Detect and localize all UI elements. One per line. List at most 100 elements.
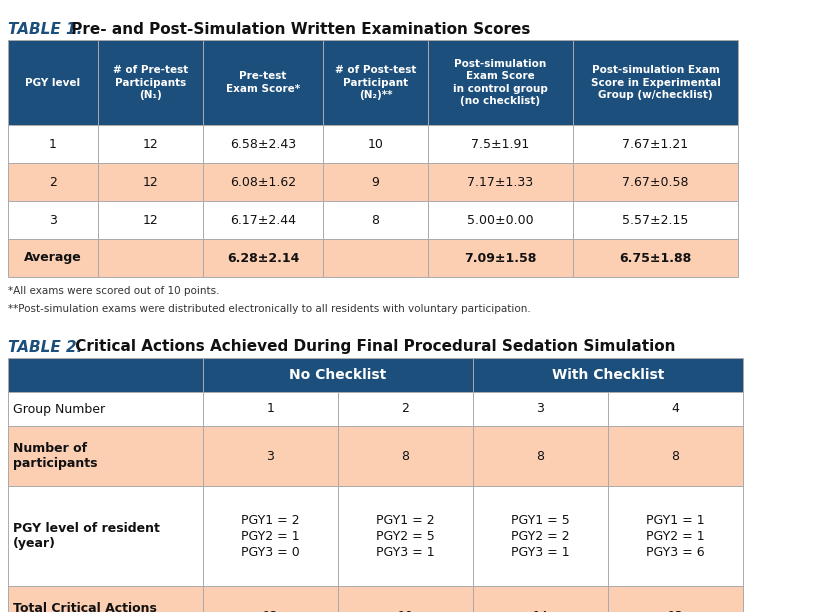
Text: TABLE 2.: TABLE 2. [8,340,82,354]
Bar [338,486,473,586]
Bar [428,239,573,277]
Bar [203,392,338,426]
Text: 10: 10 [398,610,413,612]
Bar [203,486,338,586]
Text: # of Post-test
Participant
(N₂)**: # of Post-test Participant (N₂)** [335,65,416,100]
Bar [573,163,738,201]
Bar [573,239,738,277]
Bar [608,486,743,586]
Text: Total Critical Actions
Achieved (out of 15): Total Critical Actions Achieved (out of … [13,602,156,612]
Bar [98,201,203,239]
Text: PGY level: PGY level [25,78,81,88]
Bar [573,125,738,163]
Bar [323,163,428,201]
Bar [8,358,203,392]
Bar [8,125,98,163]
Bar [203,358,473,392]
Bar [338,426,473,486]
Text: 8: 8 [672,449,680,463]
Bar [8,486,203,586]
Text: Post-simulation
Exam Score
in control group
(no checklist): Post-simulation Exam Score in control gr… [453,59,548,106]
Text: Post-simulation Exam
Score in Experimental
Group (w/checklist): Post-simulation Exam Score in Experiment… [591,65,720,100]
Text: 7.09±1.58: 7.09±1.58 [465,252,537,264]
Text: TABLE 1.: TABLE 1. [8,21,82,37]
Bar [573,40,738,125]
Text: 3: 3 [536,403,544,416]
Text: 8: 8 [372,214,380,226]
Bar [608,586,743,612]
Bar [473,426,608,486]
Text: 8: 8 [536,449,544,463]
Text: 12: 12 [143,214,158,226]
Text: 8: 8 [402,449,409,463]
Text: With Checklist: With Checklist [552,368,664,382]
Bar [473,358,743,392]
Bar [203,163,323,201]
Text: 6.58±2.43: 6.58±2.43 [230,138,296,151]
Text: 3: 3 [267,449,275,463]
Text: 7.5±1.91: 7.5±1.91 [471,138,530,151]
Bar [573,201,738,239]
Text: Pre-test
Exam Score*: Pre-test Exam Score* [226,72,300,94]
Bar [608,392,743,426]
Text: 4: 4 [672,403,680,416]
Text: 6.28±2.14: 6.28±2.14 [227,252,299,264]
Text: PGY1 = 2
PGY2 = 5
PGY3 = 1: PGY1 = 2 PGY2 = 5 PGY3 = 1 [377,513,435,559]
Text: PGY1 = 5
PGY2 = 2
PGY3 = 1: PGY1 = 5 PGY2 = 2 PGY3 = 1 [511,513,570,559]
Bar [203,201,323,239]
Text: 5.00±0.00: 5.00±0.00 [467,214,534,226]
Text: PGY level of resident
(year): PGY level of resident (year) [13,521,160,551]
Text: 12: 12 [262,610,279,612]
Text: 6.08±1.62: 6.08±1.62 [230,176,296,188]
Text: 7.17±1.33: 7.17±1.33 [468,176,534,188]
Bar [8,201,98,239]
Text: Pre- and Post-Simulation Written Examination Scores: Pre- and Post-Simulation Written Examina… [66,21,531,37]
Text: Group Number: Group Number [13,403,105,416]
Bar [8,40,98,125]
Text: 3: 3 [49,214,57,226]
Bar [203,239,323,277]
Bar [473,392,608,426]
Bar [428,201,573,239]
Text: 2: 2 [49,176,57,188]
Text: 2: 2 [402,403,409,416]
Text: PGY1 = 2
PGY2 = 1
PGY3 = 0: PGY1 = 2 PGY2 = 1 PGY3 = 0 [241,513,300,559]
Text: 1: 1 [267,403,275,416]
Text: 14: 14 [533,610,548,612]
Text: PGY1 = 1
PGY2 = 1
PGY3 = 6: PGY1 = 1 PGY2 = 1 PGY3 = 6 [646,513,705,559]
Bar [323,40,428,125]
Bar [203,586,338,612]
Bar [608,426,743,486]
Bar [8,586,203,612]
Bar [8,239,98,277]
Text: No Checklist: No Checklist [289,368,386,382]
Bar [473,586,608,612]
Text: 7.67±1.21: 7.67±1.21 [623,138,689,151]
Text: 1: 1 [49,138,57,151]
Text: 9: 9 [372,176,380,188]
Bar [203,426,338,486]
Text: *All exams were scored out of 10 points.: *All exams were scored out of 10 points. [8,286,219,296]
Text: **Post-simulation exams were distributed electronically to all residents with vo: **Post-simulation exams were distributed… [8,304,531,314]
Text: Critical Actions Achieved During Final Procedural Sedation Simulation: Critical Actions Achieved During Final P… [70,340,676,354]
Bar [323,239,428,277]
Text: 13: 13 [667,610,683,612]
Text: # of Pre-test
Participants
(N₁): # of Pre-test Participants (N₁) [112,65,188,100]
Bar [203,125,323,163]
Bar [338,392,473,426]
Bar [473,486,608,586]
Bar [428,163,573,201]
Bar [428,125,573,163]
Text: 12: 12 [143,176,158,188]
Bar [8,392,203,426]
Bar [98,40,203,125]
Text: Average: Average [24,252,82,264]
Text: 12: 12 [143,138,158,151]
Text: 6.75±1.88: 6.75±1.88 [619,252,692,264]
Bar [203,40,323,125]
Bar [8,426,203,486]
Text: Number of
participants: Number of participants [13,441,98,471]
Text: 10: 10 [368,138,383,151]
Text: 5.57±2.15: 5.57±2.15 [623,214,689,226]
Bar [98,125,203,163]
